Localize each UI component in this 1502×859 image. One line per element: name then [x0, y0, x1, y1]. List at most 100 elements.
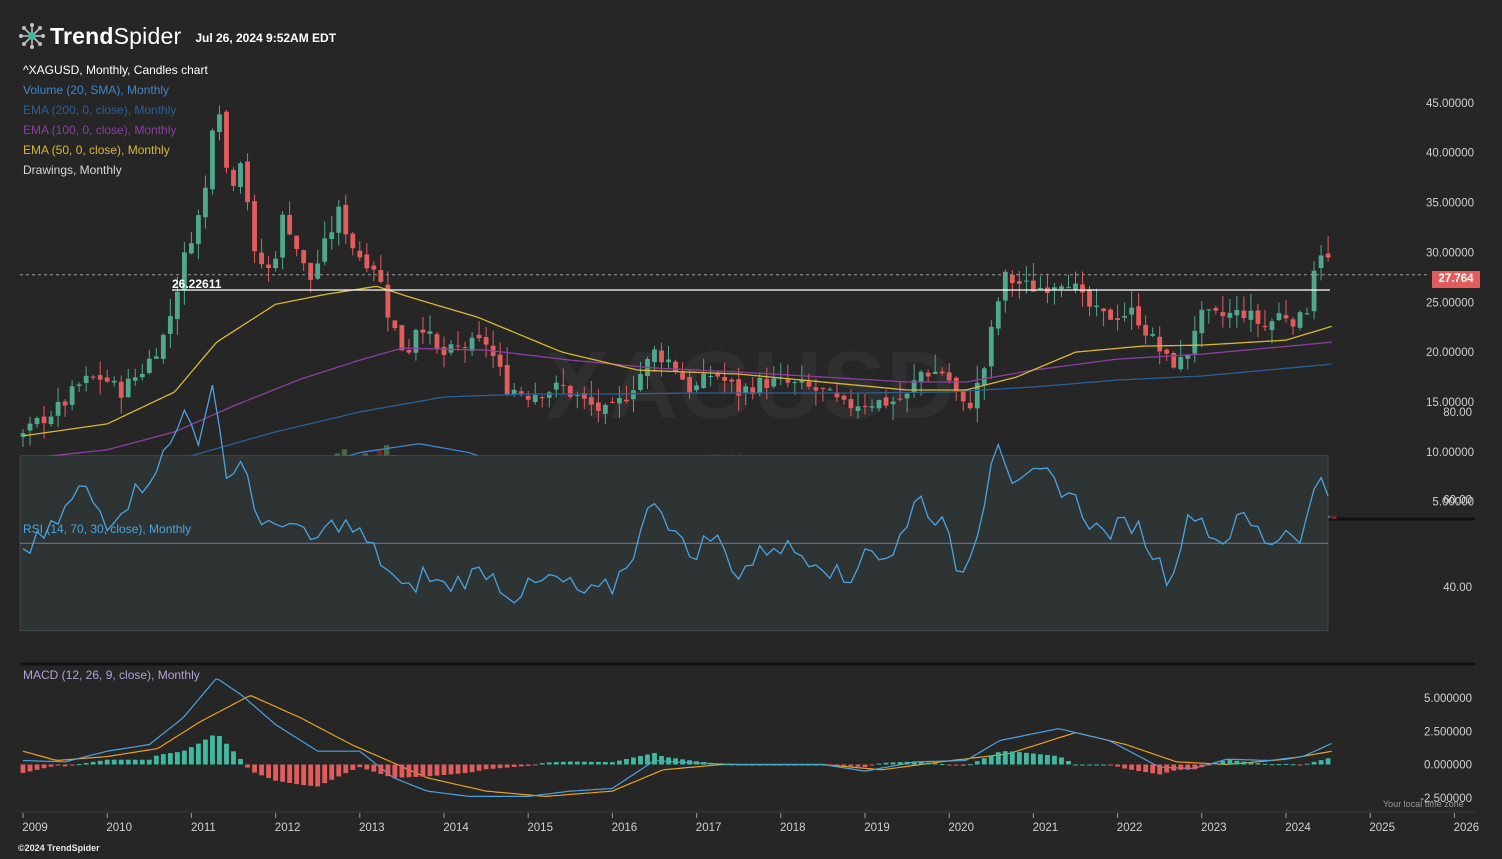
candle-body	[687, 376, 692, 393]
last-price-tag: 27.764	[1432, 271, 1480, 288]
candle-body	[588, 397, 594, 405]
candle-body	[546, 392, 552, 398]
macd-histogram-bar	[174, 752, 180, 765]
candle-body	[848, 399, 854, 409]
candle-body	[708, 375, 714, 377]
candle-body	[1297, 312, 1303, 328]
candle-body	[659, 350, 664, 363]
legend-item-ema50[interactable]: EMA (50, 0, close), Monthly	[23, 143, 170, 157]
candle-body	[834, 392, 840, 398]
macd-histogram-bar	[1087, 764, 1092, 766]
rsi-pane-label[interactable]: RSI (14, 70, 30, close), Monthly	[23, 522, 192, 536]
macd-histogram-bar	[259, 764, 264, 776]
macd-histogram-bar	[1009, 751, 1015, 765]
candle-body	[55, 401, 61, 416]
x-tick-label: 2016	[612, 822, 638, 834]
macd-histogram-bar	[476, 764, 482, 771]
candle-body	[476, 334, 482, 339]
candle-body	[294, 235, 300, 250]
macd-histogram-bar	[76, 764, 82, 766]
x-tick-label: 2012	[275, 822, 301, 834]
macd-histogram-bar	[1023, 752, 1029, 765]
candle-body	[1087, 290, 1092, 307]
macd-tick-label: 2.500000	[1424, 726, 1472, 738]
candle-body	[441, 346, 447, 356]
candle-body	[1248, 310, 1254, 320]
macd-histogram-bar	[799, 764, 805, 766]
candle-body	[862, 406, 868, 408]
macd-histogram-bar	[1255, 763, 1261, 765]
candle-body	[876, 400, 882, 409]
macd-histogram-bar	[911, 761, 917, 765]
macd-pane-label[interactable]: MACD (12, 26, 9, close), Monthly	[23, 668, 200, 682]
macd-histogram-bar	[364, 764, 370, 770]
macd-histogram-bar	[1178, 764, 1184, 770]
candle-body	[518, 391, 524, 394]
macd-histogram-bar	[680, 759, 685, 765]
macd-histogram-bar	[118, 759, 124, 765]
macd-histogram-bar	[939, 764, 945, 766]
x-tick-label: 2026	[1454, 822, 1480, 834]
macd-histogram-bar	[729, 764, 735, 766]
x-tick-label: 2011	[191, 822, 216, 834]
macd-histogram-bar	[371, 764, 377, 772]
candle-body	[525, 395, 531, 400]
candle-body	[90, 376, 96, 378]
candle-body	[553, 382, 559, 390]
macd-histogram-bar	[203, 739, 208, 765]
macd-histogram-bar	[890, 762, 896, 765]
macd-histogram-bar	[539, 763, 545, 765]
candle-body	[385, 284, 391, 318]
macd-histogram-bar	[771, 764, 777, 766]
x-tick-label: 2025	[1369, 822, 1395, 834]
macd-histogram-bar	[974, 761, 980, 765]
candle-body	[196, 215, 201, 244]
volume-bar	[1331, 515, 1337, 519]
macd-histogram-bar	[1325, 758, 1331, 765]
macd-histogram-bar	[624, 759, 629, 765]
header: TrendSpider Jul 26, 2024 9:52AM EDT	[18, 22, 336, 50]
macd-histogram-bar	[1101, 764, 1106, 766]
macd-histogram-bar	[132, 759, 138, 765]
candle-body	[652, 349, 657, 363]
candle-body	[413, 329, 419, 353]
macd-histogram-bar	[48, 764, 54, 767]
candle-body	[1129, 307, 1135, 315]
macd-histogram-bar	[834, 764, 840, 766]
x-tick-label: 2022	[1117, 822, 1143, 834]
candle-body	[631, 390, 636, 400]
legend-item-drawings[interactable]: Drawings, Monthly	[23, 163, 122, 177]
macd-histogram-bar	[504, 764, 510, 768]
macd-histogram-bar	[1297, 764, 1303, 766]
candle-body	[273, 258, 278, 269]
candle-body	[97, 375, 103, 380]
candle-body	[210, 130, 215, 190]
legend-item-ema100[interactable]: EMA (100, 0, close), Monthly	[23, 123, 177, 137]
x-tick-label: 2021	[1033, 822, 1059, 834]
legend-item-ema200[interactable]: EMA (200, 0, close), Monthly	[23, 103, 177, 117]
candle-body	[189, 243, 194, 254]
legend-item-volume[interactable]: Volume (20, SMA), Monthly	[23, 83, 170, 97]
candle-body	[1192, 330, 1198, 354]
indicator-legend: ^XAGUSD, Monthly, Candles chart Volume (…	[23, 60, 208, 180]
legend-item-symbol[interactable]: ^XAGUSD, Monthly, Candles chart	[23, 63, 208, 77]
candle-body	[27, 423, 33, 431]
candle-body	[736, 379, 742, 396]
macd-histogram-bar	[1241, 761, 1247, 765]
candle-body	[806, 381, 812, 387]
macd-histogram-bar	[1276, 764, 1282, 766]
macd-histogram-bar	[252, 764, 257, 773]
macd-histogram-bar	[595, 761, 601, 765]
macd-histogram-bar	[1136, 764, 1142, 771]
price-tick-label: 25.00000	[1426, 297, 1474, 309]
macd-histogram-bar	[848, 764, 854, 767]
macd-histogram-bar	[406, 764, 412, 778]
macd-histogram-bar	[1164, 764, 1170, 773]
candle-body	[497, 354, 503, 367]
macd-histogram-bar	[588, 761, 594, 765]
candle-body	[301, 250, 307, 264]
candle-body	[925, 372, 931, 377]
candle-body	[813, 387, 819, 391]
candle-body	[1136, 306, 1142, 326]
